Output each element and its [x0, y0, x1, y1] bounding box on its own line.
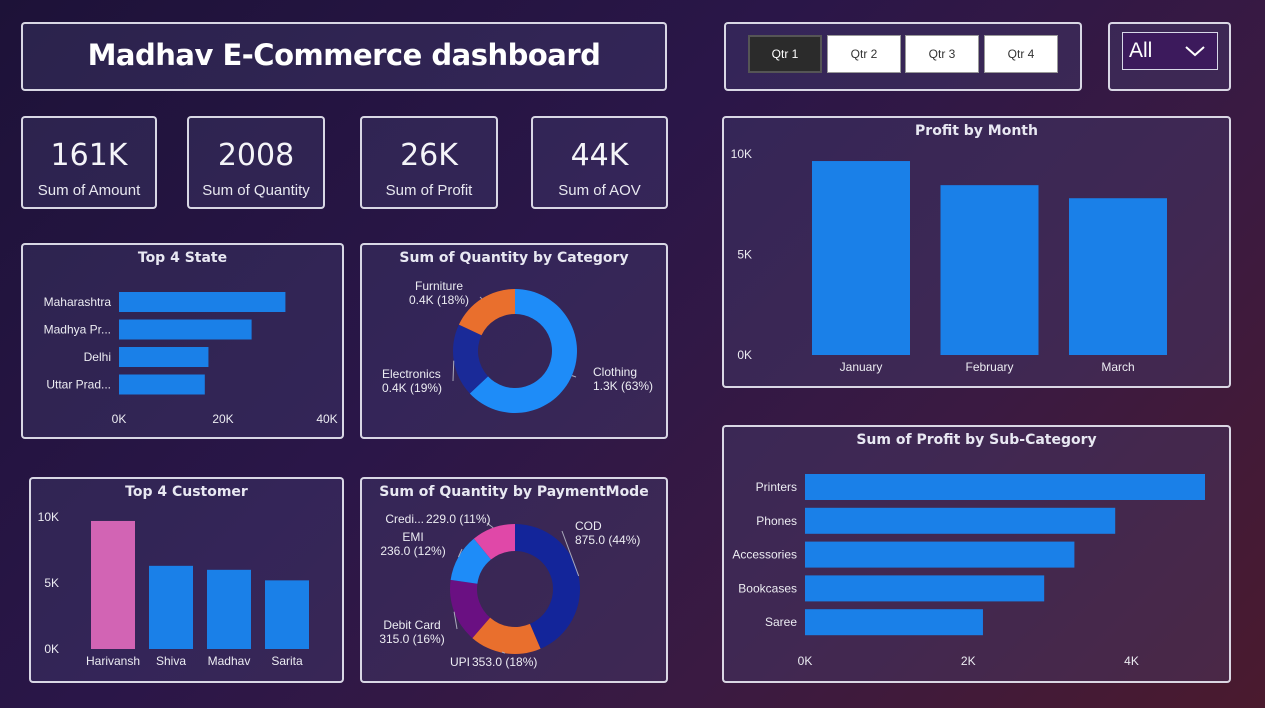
- category-label: Harivansh: [86, 654, 140, 668]
- bar: [207, 570, 251, 649]
- category-label: January: [840, 360, 883, 374]
- page-title: Madhav E-Commerce dashboard: [23, 38, 665, 72]
- category-label: Printers: [756, 480, 797, 494]
- bar: [265, 580, 309, 649]
- category-label: March: [1101, 360, 1134, 374]
- bar: [941, 185, 1039, 355]
- x-tick-label: 0K: [112, 412, 127, 426]
- category-label: Saree: [765, 615, 797, 629]
- slice-label: EMI: [402, 530, 423, 544]
- qtr-3-button[interactable]: Qtr 3: [905, 35, 979, 73]
- x-tick-label: 40K: [316, 412, 337, 426]
- kpi-value: 2008: [189, 138, 323, 173]
- bar: [1069, 198, 1167, 355]
- bar: [119, 292, 285, 312]
- y-tick-label: 0K: [737, 348, 752, 362]
- top-customer-chart-panel: Top 4 Customer 0K 5K 10K Harivansh Shiva Madh…: [29, 477, 344, 683]
- slice-label: Clothing: [593, 365, 637, 379]
- quantity-payment-chart-panel: Sum of Quantity by PaymentMode COD 875.0 …: [360, 477, 668, 683]
- slice-value: 875.0 (44%): [575, 533, 640, 547]
- category-label: Delhi: [84, 350, 111, 364]
- bar: [812, 161, 910, 355]
- profit-month-chart-panel: Profit by Month 0K 5K 10K January February Ma…: [722, 116, 1231, 388]
- profit-subcategory-chart: Printers Phones Accessories Bookcases Saree 0…: [724, 427, 1229, 681]
- bar: [805, 575, 1044, 601]
- chevron-down-icon: [1183, 39, 1207, 63]
- slice-label: Credi...: [385, 512, 424, 526]
- kpi-value: 44K: [533, 138, 666, 173]
- y-tick-label: 10K: [38, 510, 59, 524]
- kpi-card-aov: 44K Sum of AOV: [531, 116, 668, 209]
- bar: [805, 508, 1115, 534]
- slice-value: 1.3K (63%): [593, 379, 653, 393]
- x-tick-label: 4K: [1124, 654, 1139, 668]
- category-label: February: [965, 360, 1013, 374]
- slice-label: Furniture: [415, 279, 463, 293]
- slice-value: 229.0 (11%): [426, 512, 490, 526]
- kpi-label: Sum of Profit: [362, 182, 496, 199]
- state-dropdown[interactable]: All: [1122, 32, 1218, 70]
- category-label: Shiva: [156, 654, 186, 668]
- slice-label: Electronics: [382, 367, 441, 381]
- x-tick-label: 20K: [212, 412, 233, 426]
- bar: [119, 320, 252, 340]
- bar: [119, 375, 205, 395]
- title-panel: Madhav E-Commerce dashboard: [21, 22, 667, 91]
- qtr-2-button[interactable]: Qtr 2: [827, 35, 901, 73]
- kpi-value: 26K: [362, 138, 496, 173]
- leader-line: [480, 297, 482, 299]
- category-label: Madhya Pr...: [44, 323, 111, 337]
- quantity-category-chart-panel: Sum of Quantity by Category Clothing 1.3K…: [360, 243, 668, 439]
- bar: [149, 566, 193, 649]
- category-label: Uttar Prad...: [46, 378, 111, 392]
- y-tick-label: 0K: [44, 642, 59, 656]
- slice-label: COD: [575, 519, 602, 533]
- category-label: Phones: [756, 514, 797, 528]
- kpi-label: Sum of Quantity: [189, 182, 323, 199]
- y-tick-label: 5K: [737, 248, 752, 262]
- bar: [119, 347, 208, 367]
- slice-value: 0.4K (19%): [382, 381, 442, 395]
- x-tick-label: 2K: [961, 654, 976, 668]
- kpi-label: Sum of AOV: [533, 182, 666, 199]
- category-label: Maharashtra: [44, 295, 112, 309]
- leader-line: [453, 361, 454, 381]
- y-tick-label: 5K: [44, 576, 59, 590]
- kpi-label: Sum of Amount: [23, 182, 155, 199]
- category-label: Accessories: [732, 548, 797, 562]
- slice-value: 353.0 (18%): [472, 655, 537, 669]
- slice-value: 315.0 (16%): [379, 632, 444, 646]
- top-state-chart: Maharashtra Madhya Pr... Delhi Uttar Prad..…: [23, 245, 342, 437]
- kpi-card-quantity: 2008 Sum of Quantity: [187, 116, 325, 209]
- profit-month-chart: 0K 5K 10K January February March: [724, 118, 1229, 386]
- slice-label: UPI: [450, 655, 470, 669]
- quarter-slicer: Qtr 1 Qtr 2 Qtr 3 Qtr 4: [724, 22, 1082, 91]
- bar: [805, 542, 1074, 568]
- profit-subcategory-chart-panel: Sum of Profit by Sub-Category Printers Ph…: [722, 425, 1231, 683]
- category-label: Sarita: [271, 654, 303, 668]
- slice-label: Debit Card: [383, 618, 440, 632]
- dropdown-value: All: [1129, 39, 1183, 63]
- kpi-value: 161K: [23, 138, 155, 173]
- top-customer-chart: 0K 5K 10K Harivansh Shiva Madhav Sarita: [31, 479, 342, 681]
- qtr-1-button[interactable]: Qtr 1: [748, 35, 822, 73]
- bar: [805, 609, 983, 635]
- slice-value: 0.4K (18%): [409, 293, 469, 307]
- kpi-card-profit: 26K Sum of Profit: [360, 116, 498, 209]
- qtr-4-button[interactable]: Qtr 4: [984, 35, 1058, 73]
- category-label: Madhav: [208, 654, 251, 668]
- bar: [91, 521, 135, 649]
- bar: [805, 474, 1205, 500]
- x-tick-label: 0K: [798, 654, 813, 668]
- top-state-chart-panel: Top 4 State Maharashtra Madhya Pr... Delhi…: [21, 243, 344, 439]
- y-tick-label: 10K: [731, 147, 752, 161]
- kpi-card-amount: 161K Sum of Amount: [21, 116, 157, 209]
- leader-line: [572, 376, 576, 377]
- slice-value: 236.0 (12%): [380, 544, 445, 558]
- dropdown-slicer-panel: All: [1108, 22, 1231, 91]
- category-label: Bookcases: [738, 581, 797, 595]
